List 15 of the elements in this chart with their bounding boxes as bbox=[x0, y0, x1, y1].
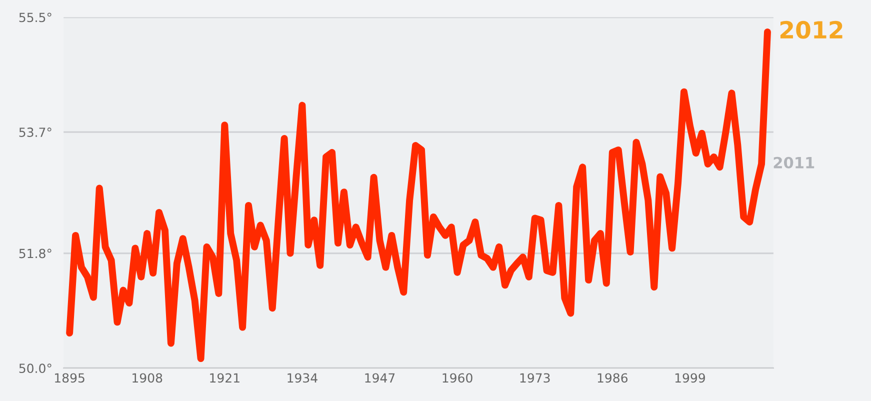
y-tick-label: 53.7° bbox=[19, 128, 52, 137]
x-tick-label: 1973 bbox=[520, 373, 550, 383]
x-tick-label: 1908 bbox=[132, 373, 162, 383]
y-tick-label: 51.8° bbox=[19, 248, 52, 258]
y-tick-label: 50.0° bbox=[19, 364, 52, 374]
x-tick-label: 1895 bbox=[55, 373, 84, 383]
x-tick-label: 1947 bbox=[365, 373, 395, 383]
x-tick-label: 1934 bbox=[288, 373, 318, 383]
annotation: 2012 bbox=[780, 20, 842, 39]
x-tick-label: 1986 bbox=[598, 373, 628, 383]
annotation: 2011 bbox=[774, 156, 814, 168]
y-tick-label: 55.5° bbox=[19, 12, 52, 22]
x-tick-label: 1960 bbox=[442, 373, 472, 383]
x-tick-label: 1999 bbox=[675, 373, 705, 383]
x-tick-label: 1921 bbox=[210, 373, 240, 383]
